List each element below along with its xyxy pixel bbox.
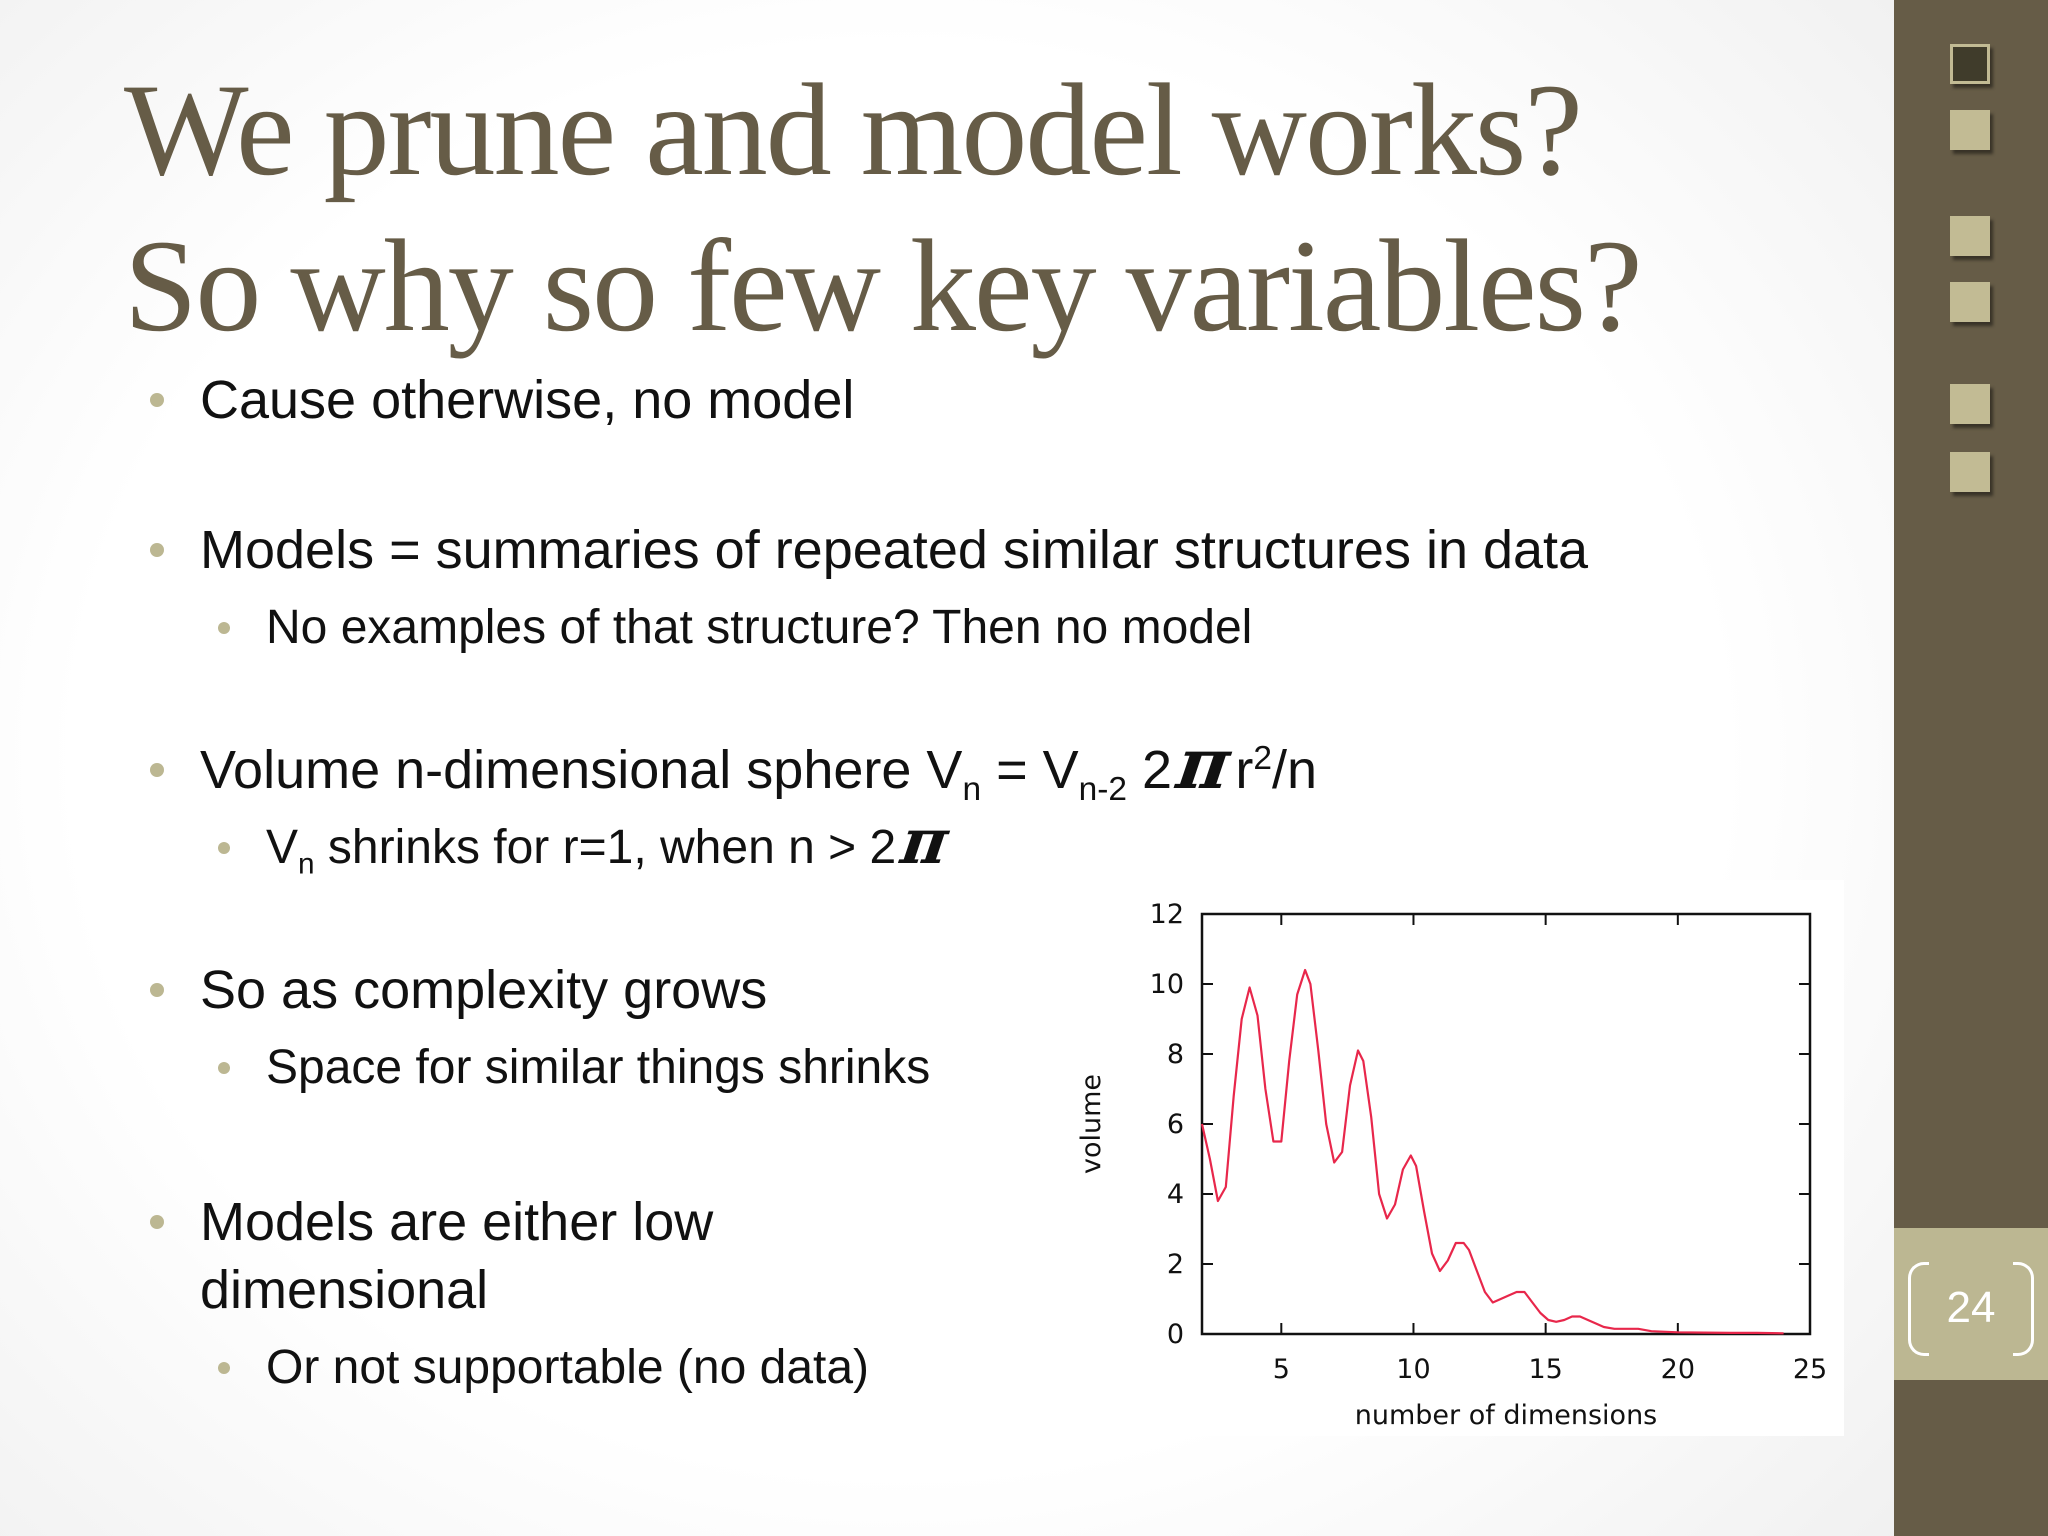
nav-square [1950, 452, 1990, 492]
series-line [1200, 968, 1784, 1335]
chart-svg: 5 10 15 20 25 0 2 4 6 8 10 12 number of dimensions vo… [1076, 899, 1827, 1431]
bullet-text: Vn shrinks for r=1, when n > 2π [266, 804, 954, 881]
bullet-item: Volume n-dimensional sphere Vn = Vn-2 2π… [150, 722, 1318, 808]
formula-text: 2 [1127, 740, 1173, 800]
subscript: n [962, 770, 982, 808]
formula-text: V [266, 821, 299, 874]
page-number: 24 [1946, 1283, 1996, 1332]
bullet-dot [218, 842, 230, 854]
bullet-text: Space for similar things shrinks [266, 1041, 931, 1094]
y-tick-label: 8 [1167, 1039, 1184, 1070]
bullet-item: Models are either low dimensional [150, 1188, 840, 1324]
bullet-dot [150, 983, 164, 997]
bullet-item: So as complexity grows [150, 956, 768, 1024]
title-line-1: We prune and model works? [124, 56, 1583, 203]
bullet-item: Cause otherwise, no model [150, 366, 855, 434]
sub-bullet-item: No examples of that structure? Then no m… [218, 598, 1253, 658]
y-tick-label: 12 [1150, 899, 1184, 930]
x-tick-label: 15 [1528, 1354, 1562, 1385]
bullet-text: Cause otherwise, no model [200, 370, 855, 430]
y-tick-label: 2 [1167, 1249, 1184, 1280]
bullet-text: So as complexity grows [200, 960, 768, 1020]
bullet-dot [218, 622, 230, 634]
x-tick-label: 10 [1396, 1354, 1430, 1385]
x-tick-label: 25 [1793, 1354, 1827, 1385]
nav-square [1950, 384, 1990, 424]
bullet-text: No examples of that structure? Then no m… [266, 601, 1253, 654]
subscript: n [298, 847, 315, 881]
formula-text: shrinks for r=1, when n > 2 [314, 821, 897, 874]
x-tick-label: 5 [1273, 1354, 1290, 1385]
sub-bullet-item: Space for similar things shrinks [218, 1038, 931, 1098]
bullet-dot [150, 393, 164, 407]
volume-chart: 5 10 15 20 25 0 2 4 6 8 10 12 number of dimensions vo… [1060, 880, 1844, 1436]
nav-square [1950, 110, 1990, 150]
bullet-text: Volume n-dimensional sphere Vn = Vn-2 2π… [200, 722, 1318, 808]
y-axis-label: volume [1076, 1074, 1107, 1174]
bracket-left [1908, 1262, 1929, 1356]
formula-text: = V [981, 740, 1079, 800]
bullet-dot [150, 1215, 164, 1229]
plot-frame [1200, 912, 1812, 1336]
page-number-frame: 24 [1908, 1262, 2034, 1356]
sub-bullet-item: Vn shrinks for r=1, when n > 2π [218, 804, 954, 881]
bullet-item: Models = summaries of repeated similar s… [150, 516, 1589, 584]
nav-square [1950, 216, 1990, 256]
sub-bullet-item: Or not supportable (no data) [218, 1338, 870, 1398]
x-tick-label: 20 [1661, 1354, 1695, 1385]
bullet-text: Models = summaries of repeated similar s… [200, 520, 1589, 580]
title-line-2: So why so few key variables? [124, 212, 1643, 359]
y-tick-label: 4 [1167, 1179, 1184, 1210]
formula-text: Volume n-dimensional sphere V [200, 740, 963, 800]
y-tick-label: 6 [1167, 1109, 1184, 1140]
bracket-right [2013, 1262, 2034, 1356]
y-tick-label: 0 [1167, 1319, 1184, 1350]
subscript: n-2 [1078, 770, 1127, 808]
nav-square [1950, 282, 1990, 322]
bullet-text: Or not supportable (no data) [266, 1341, 870, 1394]
formula-text: /n [1272, 740, 1318, 800]
x-axis-label: number of dimensions [1355, 1400, 1658, 1431]
formula-text: r [1235, 740, 1254, 800]
bullet-dot [150, 763, 164, 777]
bullet-text: Models are either low dimensional [200, 1192, 714, 1320]
bullet-dot [218, 1062, 230, 1074]
slide-title: We prune and model works? So why so few … [124, 52, 1864, 364]
side-band [1894, 0, 2048, 1536]
superscript: 2 [1253, 740, 1273, 777]
y-tick-label: 10 [1150, 969, 1184, 1000]
bullet-dot [218, 1362, 230, 1374]
bullet-dot [150, 543, 164, 557]
nav-square-active [1950, 44, 1990, 84]
